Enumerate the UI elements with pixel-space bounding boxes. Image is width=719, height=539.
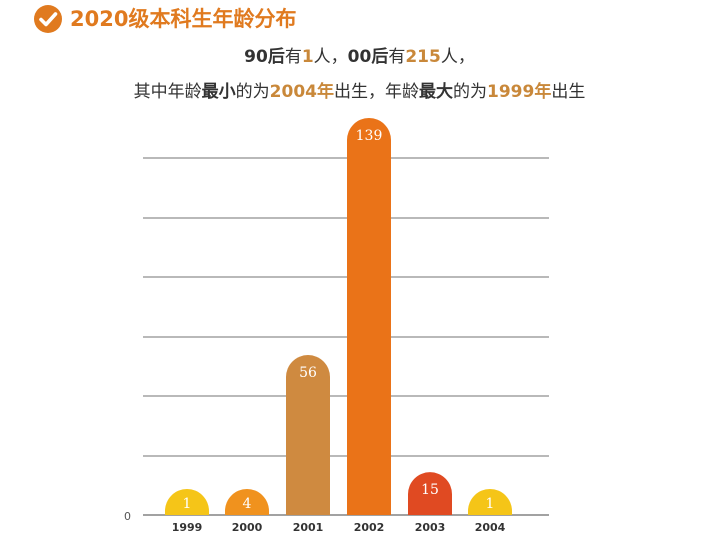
page-title: 2020级本科生年龄分布: [70, 7, 297, 31]
x-tick-label-1999: 1999: [172, 521, 203, 534]
x-tick-label-2004: 2004: [475, 521, 506, 534]
line1-segment: 90后: [244, 47, 285, 67]
x-tick-label-2002: 2002: [354, 521, 385, 534]
line2-segment: 的为: [235, 82, 270, 102]
data-label-1999: 1: [183, 496, 192, 512]
line2-segment: 最大: [419, 82, 453, 102]
bar-2004: [468, 489, 512, 515]
line2-segment: 的为: [453, 82, 487, 102]
line1-segment: 人，: [440, 47, 475, 67]
line1-segment: 00后: [347, 47, 389, 67]
summary-line-1: 90后有1人，00后有215人，: [0, 45, 719, 69]
summary-line-2: 其中年龄最小的为2004年出生，年龄最大的为1999年出生: [0, 80, 719, 104]
bar-1999: [165, 489, 209, 515]
data-label-2001: 56: [299, 365, 317, 381]
line2-segment: 1999年: [487, 82, 552, 102]
bar-2003: [408, 472, 452, 515]
line2-segment: 出生: [551, 82, 586, 102]
line2-segment: 其中年龄: [133, 82, 202, 102]
line2-segment: 2004年: [269, 82, 334, 102]
bar-2002: [347, 118, 391, 515]
x-tick-label-2000: 2000: [232, 521, 263, 534]
line2-segment: 最小: [201, 82, 236, 102]
data-label-2000: 4: [243, 496, 252, 512]
line1-segment: 有: [284, 47, 302, 67]
y-tick-label: 0: [124, 510, 131, 523]
check-circle-icon: [34, 5, 62, 33]
data-label-2003: 15: [421, 482, 439, 498]
line2-segment: 出生，年龄: [334, 82, 419, 102]
line1-segment: 215: [405, 47, 441, 67]
line1-segment: 有: [388, 47, 406, 67]
bar-2000: [225, 489, 269, 515]
bar-2001: [286, 355, 330, 515]
data-label-2004: 1: [486, 496, 495, 512]
x-tick-label-2003: 2003: [415, 521, 446, 534]
data-label-2002: 139: [356, 128, 383, 144]
line1-segment: 人，: [313, 47, 348, 67]
x-tick-label-2001: 2001: [293, 521, 324, 534]
line1-segment: 1: [301, 47, 314, 67]
